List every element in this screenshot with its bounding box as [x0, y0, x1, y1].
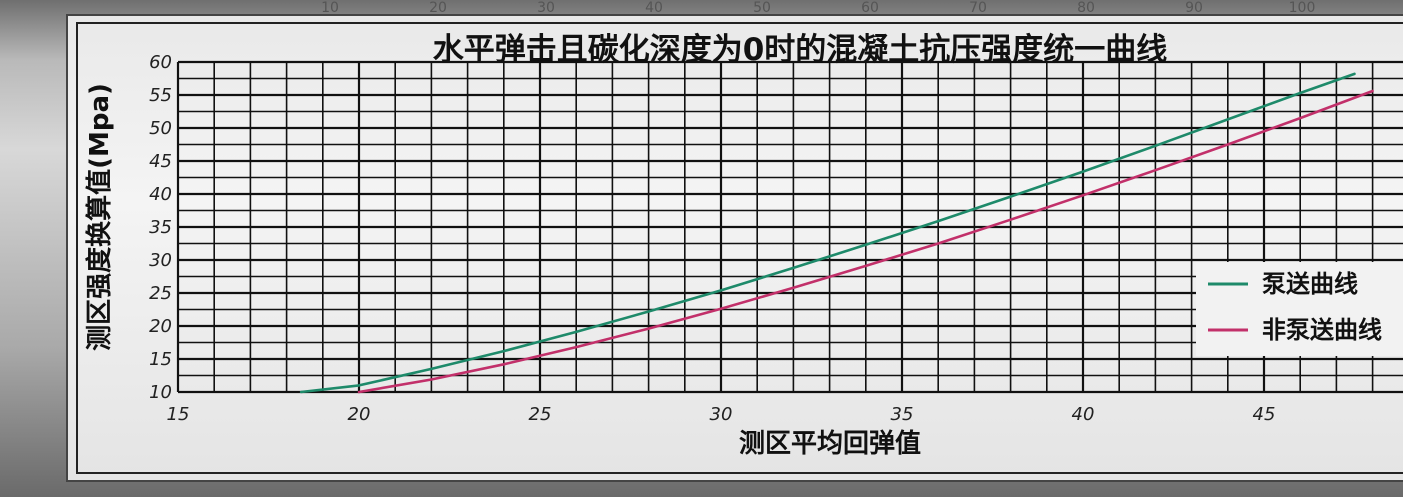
- y-tick-label: 35: [149, 217, 172, 238]
- legend-label-1: 泵送曲线: [1262, 270, 1358, 298]
- legend-background: [1196, 262, 1403, 356]
- x-tick-label: 35: [891, 404, 914, 425]
- top-ruler-label: 20: [429, 0, 447, 16]
- top-ruler-label: 70: [969, 0, 987, 16]
- top-ruler-label: 50: [753, 0, 771, 16]
- x-tick-label: 30: [710, 404, 733, 425]
- chart-curves: [299, 72, 1374, 394]
- y-tick-label: 25: [149, 283, 172, 304]
- top-ruler-label: 40: [645, 0, 663, 16]
- x-tick-labels: 15 20 25 30 35 40 45: [167, 404, 1276, 425]
- top-ruler-label: 30: [537, 0, 555, 16]
- x-tick-label: 15: [167, 404, 190, 425]
- x-tick-label: 20: [348, 404, 371, 425]
- x-axis-title: 测区平均回弹值: [739, 429, 921, 459]
- series-line-2: [357, 89, 1374, 394]
- y-tick-label: 15: [149, 349, 172, 370]
- y-tick-label: 55: [149, 85, 172, 106]
- legend-label-2: 非泵送曲线: [1262, 316, 1382, 344]
- top-ruler-label: 90: [1185, 0, 1203, 16]
- y-tick-label: 60: [149, 52, 172, 73]
- top-ruler-label: 60: [861, 0, 879, 16]
- chart-label-sheet: [66, 14, 1403, 482]
- y-tick-label: 40: [149, 184, 172, 205]
- y-tick-label: 30: [149, 250, 172, 271]
- y-tick-labels: 10 15 20 25 30 35 40 45 50 55 60: [149, 52, 172, 403]
- y-axis-title: 测区强度换算值(Mpa): [84, 83, 115, 351]
- x-tick-label: 40: [1072, 404, 1095, 425]
- top-ruler: 10 20 30 40 50 60 70 80 90 100: [321, 0, 1315, 16]
- y-tick-label: 10: [149, 382, 172, 403]
- top-ruler-label: 100: [1289, 0, 1316, 16]
- chart-frame: [76, 22, 1403, 474]
- series-line-1: [299, 72, 1356, 394]
- x-tick-label: 45: [1253, 404, 1276, 425]
- chart-grid: [176, 60, 1403, 394]
- top-ruler-label: 10: [321, 0, 339, 16]
- x-tick-label: 25: [529, 404, 552, 425]
- y-tick-label: 20: [149, 316, 172, 337]
- top-ruler-label: 80: [1077, 0, 1095, 16]
- y-tick-label: 50: [149, 118, 172, 139]
- y-tick-label: 45: [149, 151, 172, 172]
